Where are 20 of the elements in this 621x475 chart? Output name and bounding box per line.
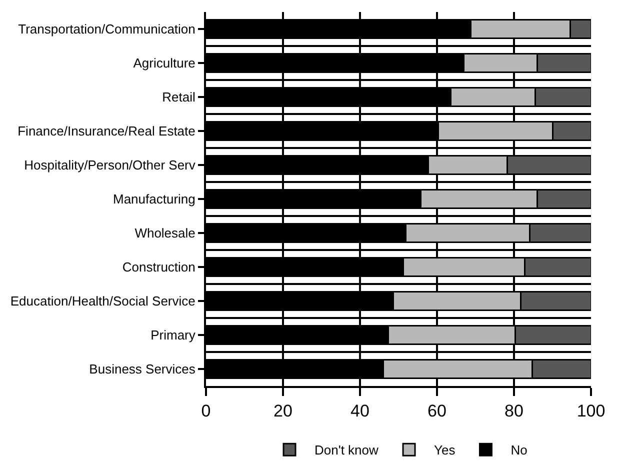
y-tick-label: Hospitality/Person/Other Serv <box>24 158 196 173</box>
y-tick-label: Education/Health/Social Service <box>10 294 196 309</box>
y-tick-label: Wholesale <box>134 226 196 241</box>
y-tick-label: Agriculture <box>133 56 196 71</box>
y-tick-label: Primary <box>150 328 196 343</box>
y-tick-label: Manufacturing <box>113 192 196 207</box>
x-tick-label: 100 <box>576 401 606 420</box>
y-tick-label: Retail <box>162 90 196 105</box>
y-tick-label: Transportation/Communication <box>18 22 196 37</box>
y-tick-label: Finance/Insurance/Real Estate <box>18 124 196 139</box>
legend-label: Don't know <box>314 442 380 458</box>
x-tick-label: 60 <box>428 401 446 420</box>
y-tick-label: Business Services <box>89 362 196 377</box>
legend-label: No <box>510 442 528 458</box>
legend-label: Yes <box>434 442 456 458</box>
x-tick-label: 40 <box>350 401 370 420</box>
x-tick-label: 0 <box>201 401 211 420</box>
x-tick-label: 20 <box>274 401 292 420</box>
y-tick-label: Construction <box>122 260 196 275</box>
x-tick-label: 80 <box>504 401 524 420</box>
